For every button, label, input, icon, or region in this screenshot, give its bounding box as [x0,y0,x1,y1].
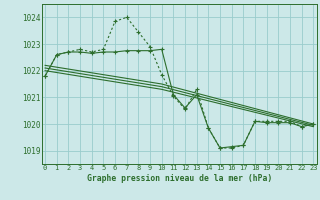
X-axis label: Graphe pression niveau de la mer (hPa): Graphe pression niveau de la mer (hPa) [87,174,272,183]
